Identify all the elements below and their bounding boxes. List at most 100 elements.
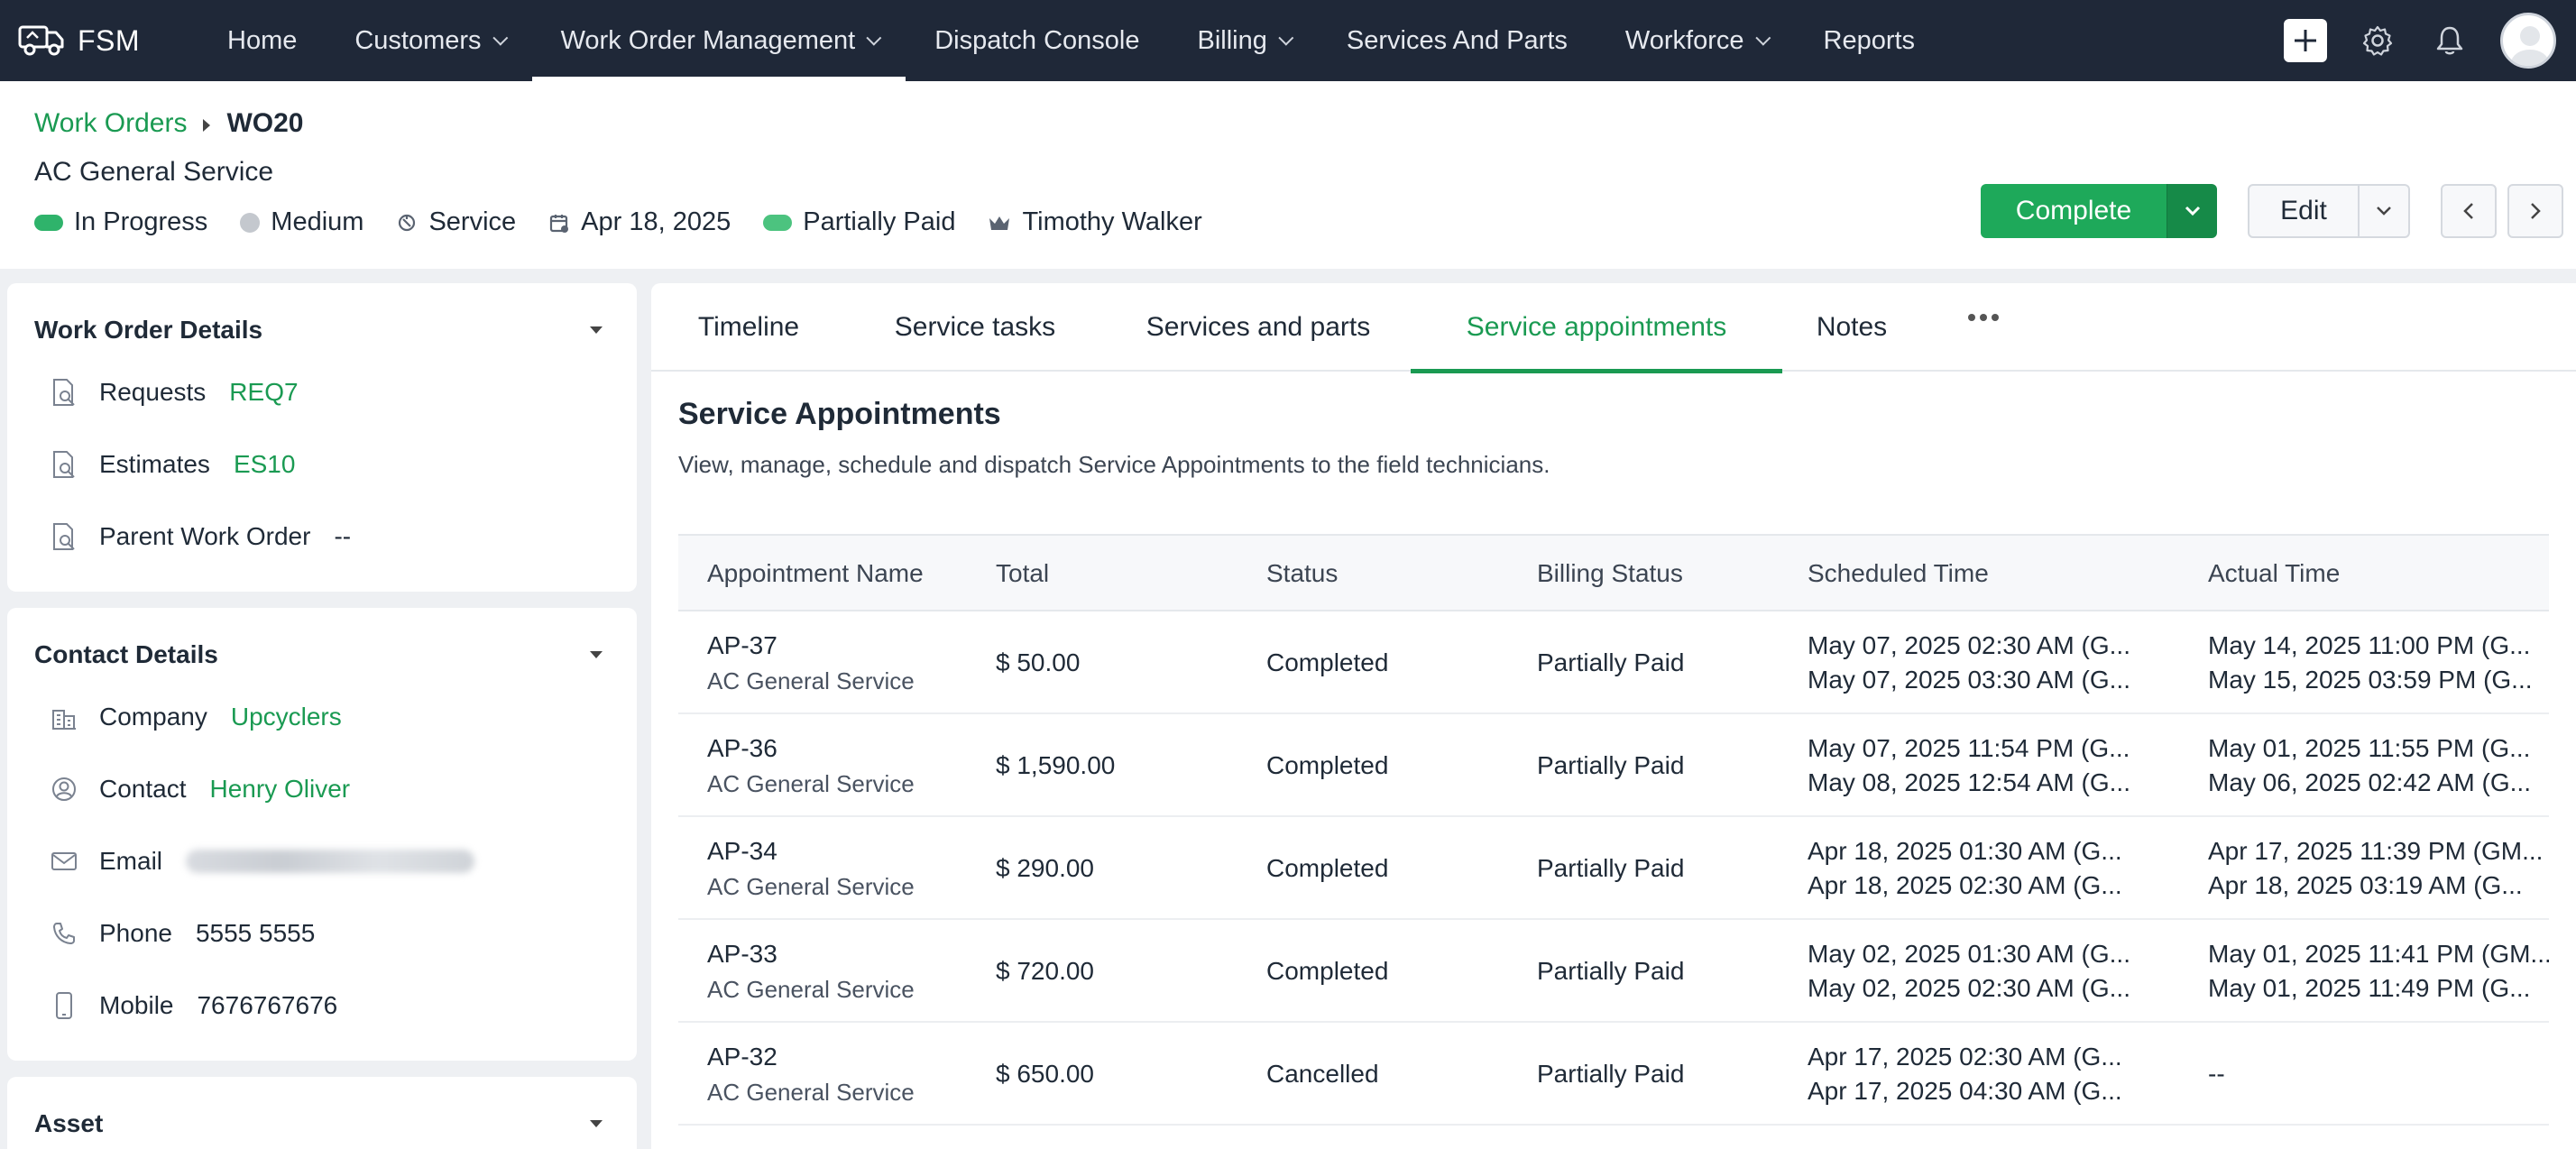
service-type-icon bbox=[396, 212, 418, 234]
column-header-status[interactable]: Status bbox=[1266, 559, 1339, 587]
email-row: Email bbox=[49, 846, 475, 877]
owner-badge: Timothy Walker bbox=[988, 207, 1202, 237]
nav-item-customers[interactable]: Customers bbox=[326, 0, 531, 81]
appointment-name-cell-secondary: AC General Service bbox=[707, 1078, 915, 1106]
nav-item-work-order-management[interactable]: Work Order Management bbox=[531, 0, 906, 81]
mobile-value[interactable]: 7676767676 bbox=[197, 991, 338, 1019]
nav-item-dispatch-console[interactable]: Dispatch Console bbox=[906, 0, 1168, 81]
phone-icon bbox=[49, 918, 79, 949]
edit-button[interactable]: Edit bbox=[2280, 196, 2327, 225]
tab-service-appointments[interactable]: Service appointments bbox=[1411, 283, 1782, 373]
table-row[interactable]: AP-32 AC General Service $ 650.00 Cancelled… bbox=[678, 1023, 2549, 1126]
complete-split-button: Complete bbox=[1981, 184, 2217, 238]
work-order-header: Work Orders WO20 AC General Service In P… bbox=[0, 81, 2576, 269]
status-cell-primary: Completed bbox=[1266, 854, 1389, 882]
billing-status-cell-primary: Partially Paid bbox=[1537, 854, 1685, 882]
previous-record-button[interactable] bbox=[2441, 184, 2497, 238]
owner-text: Timothy Walker bbox=[1022, 207, 1202, 236]
column-header-scheduled-time[interactable]: Scheduled Time bbox=[1808, 559, 1989, 587]
appointment-name-cell-secondary: AC General Service bbox=[707, 666, 915, 694]
collapse-caret-icon[interactable] bbox=[590, 326, 603, 334]
scheduled-time-cell-primary: May 07, 2025 02:30 AM (G... bbox=[1808, 631, 2130, 659]
table-row[interactable]: AP-34 AC General Service $ 290.00 Completed… bbox=[678, 817, 2549, 920]
brand[interactable]: FSM bbox=[18, 20, 198, 62]
tab-notes[interactable]: Notes bbox=[1816, 312, 1888, 342]
scheduled-time-cell-secondary: Apr 18, 2025 02:30 AM (G... bbox=[1808, 871, 2122, 899]
more-tabs-icon[interactable] bbox=[1968, 314, 2003, 321]
nav-item-reports[interactable]: Reports bbox=[1795, 0, 1945, 81]
tab-service-tasks[interactable]: Service tasks bbox=[894, 312, 1056, 342]
nav-item-workforce[interactable]: Workforce bbox=[1596, 0, 1795, 81]
actual-time-cell-primary: May 14, 2025 11:00 PM (G... bbox=[2208, 631, 2531, 659]
breadcrumb-work-orders-link[interactable]: Work Orders bbox=[34, 108, 188, 138]
contact-details-title[interactable]: Contact Details bbox=[34, 640, 218, 668]
appointments-table: Appointment Name Total Status Billing Statu… bbox=[678, 534, 2549, 1126]
appointment-name-cell-primary[interactable]: AP-37 bbox=[707, 630, 777, 659]
collapse-caret-icon[interactable] bbox=[590, 1120, 603, 1127]
actual-time-cell: May 01, 2025 11:55 PM (G... May 06, 2025 … bbox=[2208, 714, 2549, 817]
nav-menu: Home Customers Work Order Management Dispat… bbox=[198, 0, 1944, 81]
estimate-doc-icon bbox=[49, 449, 79, 480]
scheduled-time-cell-primary: May 02, 2025 01:30 AM (G... bbox=[1808, 940, 2130, 968]
appointment-name-cell: AP-33 AC General Service bbox=[707, 920, 978, 1023]
contact-link[interactable]: Henry Oliver bbox=[209, 775, 351, 803]
complete-button[interactable]: Complete bbox=[1981, 184, 2167, 238]
nav-item-label: Services And Parts bbox=[1346, 25, 1568, 55]
appointment-name-cell-primary[interactable]: AP-36 bbox=[707, 733, 777, 762]
scheduled-time-cell: Apr 17, 2025 02:30 AM (G... Apr 17, 2025 … bbox=[1808, 1023, 2186, 1126]
billing-status-cell-primary: Partially Paid bbox=[1537, 957, 1685, 985]
table-row[interactable]: AP-37 AC General Service $ 50.00 Completed P… bbox=[678, 611, 2549, 714]
column-header-total[interactable]: Total bbox=[996, 559, 1050, 587]
parent-work-order-value: -- bbox=[334, 522, 352, 550]
billing-badge: Partially Paid bbox=[763, 207, 955, 237]
header-actions: Complete Edit bbox=[1981, 184, 2576, 238]
column-header-billing-status[interactable]: Billing Status bbox=[1537, 559, 1683, 587]
total-cell-primary: $ 650.00 bbox=[996, 1060, 1094, 1088]
parent-work-order-label: Parent Work Order bbox=[99, 522, 311, 550]
truck-logo-icon bbox=[18, 20, 65, 62]
next-record-button[interactable] bbox=[2507, 184, 2563, 238]
contact-row: Contact Henry Oliver bbox=[49, 774, 350, 804]
mobile-row: Mobile 7676767676 bbox=[49, 990, 337, 1021]
actual-time-cell: -- bbox=[2208, 1023, 2549, 1126]
total-cell: $ 290.00 bbox=[996, 817, 1248, 920]
appointment-name-cell-primary[interactable]: AP-34 bbox=[707, 836, 777, 865]
mail-icon bbox=[49, 846, 79, 877]
tab-timeline[interactable]: Timeline bbox=[697, 312, 800, 342]
scheduled-time-cell-primary: Apr 18, 2025 01:30 AM (G... bbox=[1808, 837, 2122, 865]
asset-title[interactable]: Asset bbox=[34, 1109, 104, 1137]
nav-item-label: Reports bbox=[1823, 25, 1916, 55]
status-cell-primary: Cancelled bbox=[1266, 1060, 1379, 1088]
total-cell: $ 50.00 bbox=[996, 611, 1248, 714]
appointment-name-cell-secondary: AC General Service bbox=[707, 975, 915, 1003]
column-header-actual-time[interactable]: Actual Time bbox=[2208, 559, 2341, 587]
nav-item-billing[interactable]: Billing bbox=[1169, 0, 1318, 81]
appointment-name-cell-primary[interactable]: AP-33 bbox=[707, 939, 777, 968]
nav-item-home[interactable]: Home bbox=[198, 0, 326, 81]
work-order-details-title[interactable]: Work Order Details bbox=[34, 316, 263, 344]
complete-dropdown-button[interactable] bbox=[2167, 184, 2217, 238]
quick-create-button[interactable] bbox=[2284, 19, 2327, 62]
actual-time-cell-primary: May 01, 2025 11:41 PM (GM... bbox=[2208, 940, 2549, 968]
scheduled-time-cell: May 07, 2025 11:54 PM (G... May 08, 2025 … bbox=[1808, 714, 2186, 817]
appointment-name-cell-primary[interactable]: AP-32 bbox=[707, 1042, 777, 1071]
table-row[interactable]: AP-33 AC General Service $ 720.00 Completed… bbox=[678, 920, 2549, 1023]
user-avatar[interactable] bbox=[2500, 13, 2556, 69]
notifications-button[interactable] bbox=[2428, 19, 2471, 62]
date-badge: Apr 18, 2025 bbox=[548, 207, 731, 237]
estimates-link[interactable]: ES10 bbox=[233, 450, 296, 478]
phone-value[interactable]: 5555 5555 bbox=[195, 919, 316, 947]
chevron-down-icon bbox=[2377, 207, 2391, 216]
status-pill-icon bbox=[34, 214, 63, 231]
column-header-appointment-name[interactable]: Appointment Name bbox=[707, 559, 924, 587]
requests-link[interactable]: REQ7 bbox=[229, 378, 299, 406]
table-row[interactable]: AP-36 AC General Service $ 1,590.00 Complet… bbox=[678, 714, 2549, 817]
collapse-caret-icon[interactable] bbox=[590, 651, 603, 658]
company-link[interactable]: Upcyclers bbox=[230, 703, 342, 731]
edit-dropdown-button[interactable] bbox=[2358, 186, 2408, 236]
appointment-name-cell: AP-36 AC General Service bbox=[707, 714, 978, 817]
settings-button[interactable] bbox=[2356, 19, 2399, 62]
nav-item-services-and-parts[interactable]: Services And Parts bbox=[1318, 0, 1596, 81]
actual-time-cell: May 14, 2025 11:00 PM (G... May 15, 2025 … bbox=[2208, 611, 2549, 714]
tab-services-and-parts[interactable]: Services and parts bbox=[1145, 312, 1371, 342]
